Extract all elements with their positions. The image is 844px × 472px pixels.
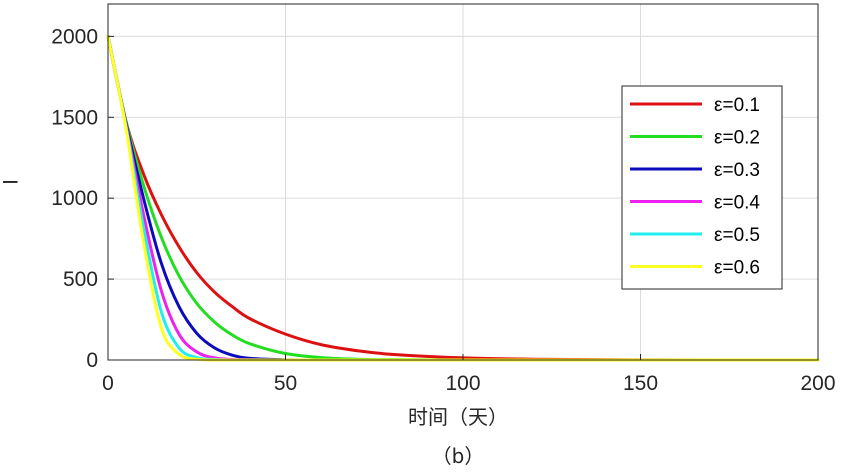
x-tick-label: 0 (102, 372, 114, 395)
legend-label-5: ε=0.5 (714, 225, 760, 246)
figure-caption: （b） (432, 444, 485, 468)
y-tick-label: 500 (63, 268, 98, 291)
legend-label-1: ε=0.1 (714, 95, 760, 116)
y-tick-label: 2000 (51, 25, 98, 48)
x-tick-label: 200 (800, 372, 835, 395)
legend-label-6: ε=0.6 (714, 258, 760, 279)
legend-label-4: ε=0.4 (714, 193, 760, 214)
legend: ε=0.1 ε=0.2 ε=0.3 ε=0.4 ε=0.5 ε=0.6 (621, 85, 783, 290)
y-tick-label: 1000 (51, 187, 98, 210)
x-axis-label: 时间（天） (408, 405, 508, 429)
y-axis-label: I (0, 179, 23, 185)
y-tick-label: 1500 (51, 106, 98, 129)
y-tick-label: 0 (86, 349, 98, 372)
legend-box (621, 85, 783, 290)
x-tick-label: 150 (623, 372, 658, 395)
legend-label-3: ε=0.3 (714, 160, 760, 181)
x-tick-label: 100 (445, 372, 480, 395)
legend-label-2: ε=0.2 (714, 128, 760, 149)
x-tick-label: 50 (274, 372, 297, 395)
